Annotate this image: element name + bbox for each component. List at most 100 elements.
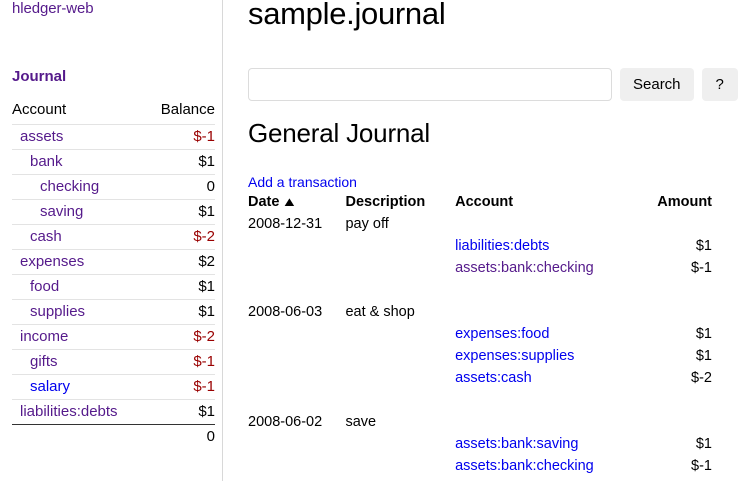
account-link-income[interactable]: income <box>20 328 69 345</box>
account-name-cell: expenses <box>12 249 147 275</box>
column-header-date[interactable]: Date ▲ <box>248 194 345 213</box>
posting-account-link[interactable]: expenses:supplies <box>455 348 575 364</box>
empty-cell <box>248 235 345 257</box>
account-balance-cell: $1 <box>146 399 215 425</box>
posting-row: expenses:supplies $1 <box>248 345 712 367</box>
account-row: gifts $-1 <box>12 349 215 375</box>
transaction-spacer <box>248 279 712 301</box>
account-row: salary $-1 <box>12 374 215 400</box>
account-name-cell: income <box>12 324 147 350</box>
empty-cell <box>640 301 712 323</box>
transaction-header-row: 2008-12-31 pay off <box>248 213 712 235</box>
transaction-date: 2008-06-02 <box>248 414 323 430</box>
account-name-cell: cash <box>12 224 147 250</box>
empty-cell <box>455 213 640 235</box>
search-button[interactable]: Search <box>620 68 694 101</box>
posting-amount-cell: $-2 <box>691 370 712 386</box>
account-link-salary[interactable]: salary <box>30 378 71 395</box>
posting-account-link[interactable]: assets:cash <box>455 370 532 386</box>
account-row: supplies $1 <box>12 299 215 325</box>
posting-account-cell: assets:cash <box>455 367 640 389</box>
posting-account-cell: expenses:food <box>455 323 640 345</box>
help-button[interactable]: ? <box>701 68 738 101</box>
account-link-supplies[interactable]: supplies <box>30 303 86 320</box>
transaction-description: save <box>345 414 377 430</box>
account-balance-cell: $1 <box>146 299 215 325</box>
journal-header-row: Date ▲ Description Account Amount <box>248 194 712 213</box>
column-header-description: Description <box>345 194 426 210</box>
sidebar-item-journal[interactable]: Journal <box>12 68 67 85</box>
posting-account-link[interactable]: assets:bank:saving <box>455 436 579 452</box>
posting-account-link[interactable]: liabilities:debts <box>455 238 550 254</box>
posting-amount-cell: $1 <box>695 348 712 364</box>
column-header-account: Account <box>12 101 67 118</box>
empty-cell <box>248 389 345 411</box>
app-brand-link[interactable]: hledger-web <box>12 0 94 17</box>
posting-row: assets:bank:checking $-1 <box>248 257 712 279</box>
posting-account-link[interactable]: expenses:food <box>455 326 550 342</box>
account-balance-cell: $-1 <box>146 349 215 375</box>
account-link-cash[interactable]: cash <box>30 228 62 245</box>
total-balance-cell: 0 <box>146 424 215 449</box>
transaction-header-row: 2008-06-03 eat & shop <box>248 301 712 323</box>
column-header-account: Account <box>455 194 514 210</box>
empty-cell <box>640 213 712 235</box>
account-link-assets[interactable]: assets <box>20 128 64 145</box>
account-name-cell: assets <box>12 124 147 150</box>
account-name-cell: food <box>12 274 147 300</box>
account-balance-cell: $2 <box>146 249 215 275</box>
column-header-amount: Amount <box>657 194 712 210</box>
transaction-date: 2008-12-31 <box>248 216 323 232</box>
empty-cell <box>345 279 455 301</box>
posting-amount-cell: $1 <box>695 238 712 254</box>
account-name-cell: saving <box>12 199 147 225</box>
posting-account-cell: assets:bank:checking <box>455 455 640 477</box>
posting-row: assets:cash $-2 <box>248 367 712 389</box>
empty-cell <box>640 411 712 433</box>
account-link-food[interactable]: food <box>30 278 60 295</box>
posting-account-cell: liabilities:debts <box>455 235 640 257</box>
account-balance-cell: $1 <box>146 149 215 175</box>
account-table-header-row: Account Balance <box>12 100 215 125</box>
page-title: sample.journal <box>248 0 446 31</box>
account-link-bank[interactable]: bank <box>30 153 63 170</box>
empty-cell <box>345 235 455 257</box>
empty-cell <box>248 279 345 301</box>
add-transaction-link[interactable]: Add a transaction <box>248 174 357 190</box>
posting-account-link[interactable]: assets:bank:checking <box>455 458 594 474</box>
posting-amount-cell: $-1 <box>691 458 712 474</box>
account-name-cell: supplies <box>12 299 147 325</box>
empty-cell <box>455 279 640 301</box>
empty-cell <box>640 389 712 411</box>
posting-account-cell: expenses:supplies <box>455 345 640 367</box>
account-link-expenses[interactable]: expenses <box>20 253 85 270</box>
empty-cell <box>345 345 455 367</box>
account-name-cell: liabilities:debts <box>12 399 147 425</box>
empty-cell <box>248 433 345 455</box>
account-link-liabilities-debts[interactable]: liabilities:debts <box>20 403 118 420</box>
posting-row: expenses:food $1 <box>248 323 712 345</box>
posting-amount-cell: $1 <box>695 436 712 452</box>
account-balance-cell: $-1 <box>146 124 215 150</box>
transaction-date: 2008-06-03 <box>248 304 323 320</box>
posting-amount-cell: $-1 <box>691 260 712 276</box>
account-balance-cell: $1 <box>146 199 215 225</box>
posting-amount-cell: $1 <box>695 326 712 342</box>
account-link-saving[interactable]: saving <box>40 203 84 220</box>
account-total-row: 0 <box>12 424 215 449</box>
transaction-description: pay off <box>345 216 389 232</box>
account-name-cell: gifts <box>12 349 147 375</box>
empty-cell <box>455 301 640 323</box>
account-row: checking 0 <box>12 174 215 200</box>
empty-cell <box>248 323 345 345</box>
posting-account-cell: assets:bank:checking <box>455 257 640 279</box>
account-link-gifts[interactable]: gifts <box>30 353 58 370</box>
account-balance-cell: $-2 <box>146 224 215 250</box>
account-row: food $1 <box>12 274 215 300</box>
account-link-checking[interactable]: checking <box>40 178 100 195</box>
search-input[interactable] <box>248 68 612 101</box>
account-row: assets $-1 <box>12 124 215 150</box>
account-name-cell: salary <box>12 374 147 400</box>
posting-account-link[interactable]: assets:bank:checking <box>455 260 594 276</box>
